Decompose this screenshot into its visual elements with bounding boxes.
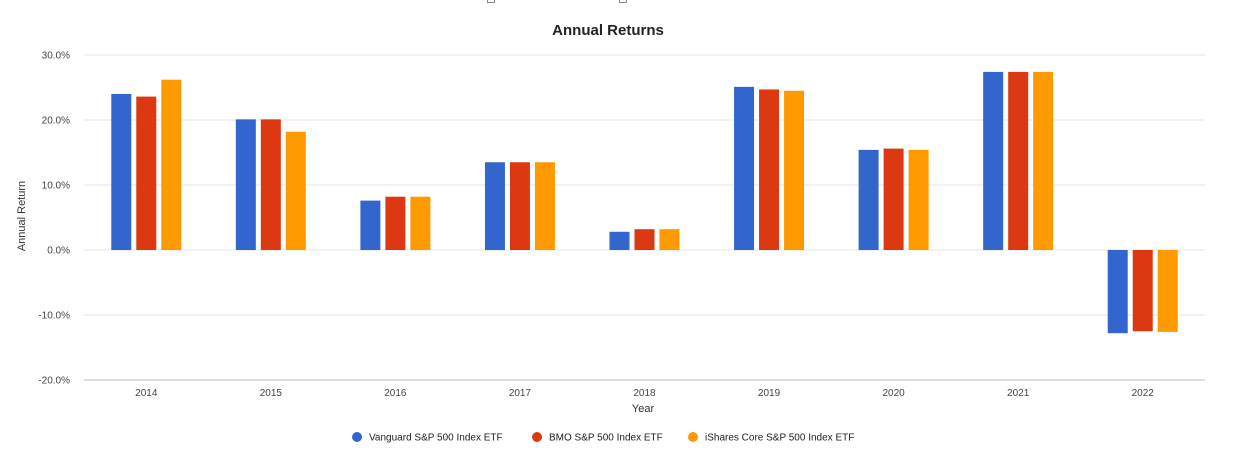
clipped-legend-remnant	[487, 0, 717, 3]
x-tick-label: 2018	[633, 388, 656, 399]
x-tick-label: 2022	[1132, 388, 1155, 399]
x-tick-label: 2014	[135, 388, 158, 399]
bar-2017-series-3[interactable]	[534, 162, 555, 250]
bar-2017-series-2[interactable]	[509, 162, 530, 250]
bar-2018-series-3[interactable]	[659, 229, 680, 250]
bar-2021-series-1[interactable]	[983, 71, 1004, 251]
legend: Vanguard S&P 500 Index ETF BMO S&P 500 In…	[352, 432, 854, 444]
bar-2021-series-3[interactable]	[1033, 71, 1054, 251]
bar-2020-series-2[interactable]	[883, 148, 904, 250]
bar-2018-series-2[interactable]	[634, 229, 655, 250]
y-tick-label: 30.0%	[42, 51, 70, 62]
y-axis-ticks: 30.0% 20.0% 10.0% 0.0% -10.0% -20.0%	[38, 51, 70, 387]
bar-2016-series-2[interactable]	[385, 196, 406, 250]
bar-2015-series-1[interactable]	[235, 119, 256, 250]
y-tick-label: -20.0%	[38, 376, 70, 387]
bar-2017-series-1[interactable]	[484, 162, 505, 250]
bar-2015-series-3[interactable]	[285, 131, 306, 250]
legend-item-label[interactable]: BMO S&P 500 Index ETF	[549, 433, 663, 444]
bar-2014-series-1[interactable]	[111, 94, 132, 250]
bar-2022-series-2[interactable]	[1132, 250, 1153, 332]
legend-marker	[532, 432, 542, 442]
bar-2016-series-3[interactable]	[410, 196, 431, 250]
bars	[111, 71, 1178, 334]
bar-2019-series-3[interactable]	[784, 90, 805, 250]
x-tick-label: 2017	[509, 388, 532, 399]
bar-2014-series-3[interactable]	[161, 79, 182, 250]
legend-marker	[352, 432, 362, 442]
bar-2019-series-2[interactable]	[759, 89, 780, 250]
x-tick-label: 2016	[384, 388, 407, 399]
y-tick-label: 0.0%	[47, 246, 70, 257]
legend-item-label[interactable]: Vanguard S&P 500 Index ETF	[369, 433, 503, 444]
bar-2018-series-1[interactable]	[609, 231, 630, 250]
y-tick-label: -10.0%	[38, 311, 70, 322]
x-tick-label: 2019	[758, 388, 781, 399]
x-axis-ticks: 2014 2015 2016 2017 2018 2019 2020 2021 2022	[135, 388, 1154, 399]
x-tick-label: 2020	[882, 388, 905, 399]
bar-2019-series-1[interactable]	[734, 86, 755, 250]
bar-2015-series-2[interactable]	[260, 119, 281, 250]
y-tick-label: 20.0%	[42, 116, 70, 127]
legend-marker	[688, 432, 698, 442]
chart-title: Annual Returns	[552, 22, 664, 39]
bar-2022-series-1[interactable]	[1107, 250, 1128, 334]
bar-2021-series-2[interactable]	[1008, 71, 1029, 251]
bar-2020-series-1[interactable]	[858, 149, 879, 250]
x-tick-label: 2021	[1007, 388, 1030, 399]
legend-item-label[interactable]: iShares Core S&P 500 Index ETF	[705, 433, 854, 444]
y-axis-label: Annual Return	[16, 181, 28, 251]
bar-2016-series-1[interactable]	[360, 200, 381, 250]
x-axis-label: Year	[632, 403, 655, 415]
x-tick-label: 2015	[260, 388, 283, 399]
y-tick-label: 10.0%	[42, 181, 70, 192]
bar-2020-series-3[interactable]	[908, 149, 929, 250]
bar-2022-series-3[interactable]	[1157, 250, 1178, 332]
bar-2014-series-2[interactable]	[136, 96, 157, 250]
